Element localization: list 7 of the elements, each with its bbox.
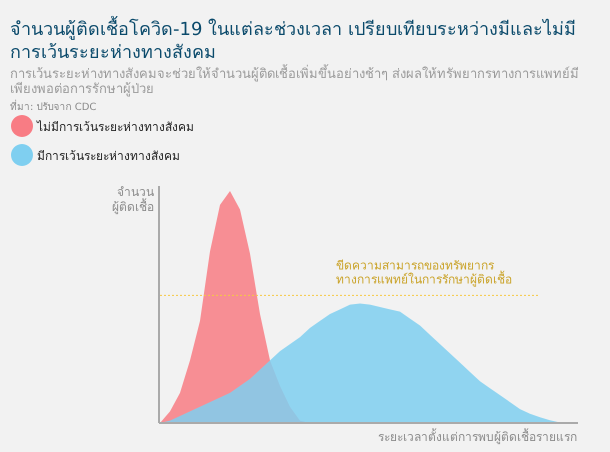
legend-label: มีการเว้นระยะห่างทางสังคม (37, 149, 180, 163)
x-axis-title: ระยะเวลาตั้งแต่การพบผู้ติดเชื้อรายแรก (378, 428, 577, 445)
legend-label: ไม่มีการเว้นระยะห่างทางสังคม (36, 120, 194, 134)
y-axis-title: จำนวน ผู้ติดเชื้อ (112, 185, 154, 215)
chart-title: จำนวนผู้ติดเชื้อโควิด-19 ในแต่ละช่วงเวลา เปรียบเทียบระหว่างมีและไม่มีการเว้นระยะห่างทางสังคม (10, 18, 577, 64)
ref-line-label: ขีดความสามารถของทรัพยากร ทางการแพทย์ในการรักษาผู้ติดเชื้อ (336, 258, 512, 288)
text: ที่มา: ปรับจาก CDC (10, 99, 98, 114)
